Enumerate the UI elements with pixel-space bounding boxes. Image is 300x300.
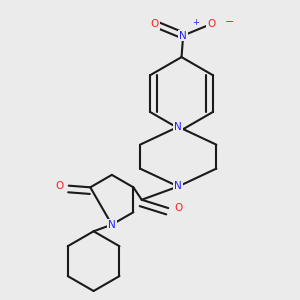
Text: N: N [179,31,187,40]
Text: O: O [151,19,159,29]
Text: O: O [55,181,64,191]
Text: O: O [207,19,215,29]
Text: −: − [225,17,234,27]
Text: N: N [174,122,182,132]
Text: O: O [174,203,182,213]
Text: N: N [174,182,182,191]
Text: +: + [192,18,199,27]
Text: N: N [108,220,116,230]
